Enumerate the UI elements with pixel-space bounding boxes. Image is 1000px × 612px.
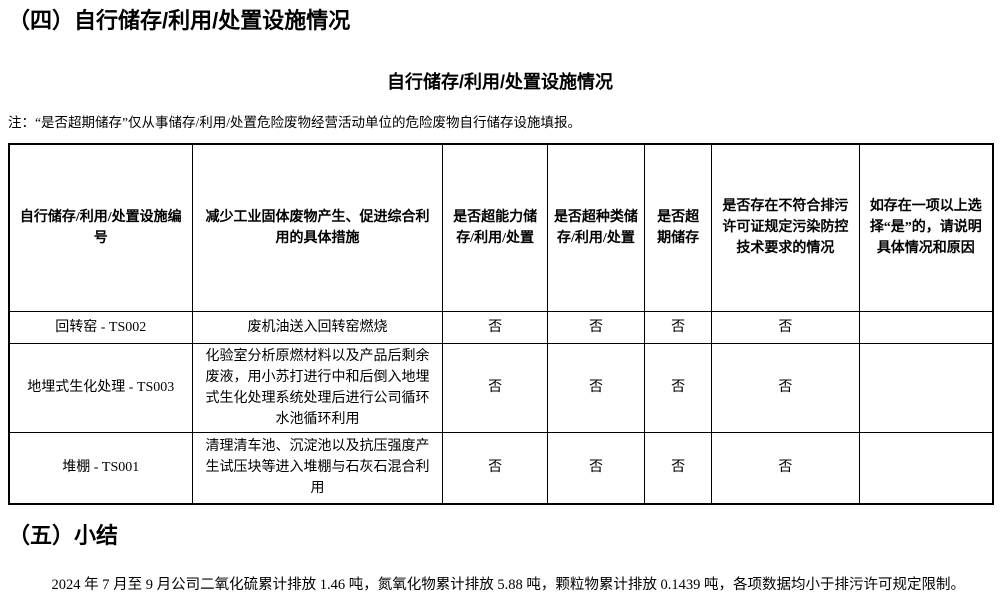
table-cell: 回转窑 - TS002 [8, 310, 193, 344]
section-4-heading: （四）自行储存/利用/处置设施情况 [8, 8, 351, 33]
section-5-heading: （五）小结 [8, 523, 119, 548]
table-cell: 否 [644, 310, 713, 344]
table-cell: 堆棚 - TS001 [8, 431, 193, 505]
table-row: 堆棚 - TS001 清理清车池、沉淀池以及抗压强度产生试压块等进入堆棚与石灰石混… [8, 431, 994, 505]
table-row: 地埋式生化处理 - TS003 化验室分析原燃材料以及产品后剩余废液，用小苏打进行… [8, 342, 994, 433]
col-header-overdue-storage: 是否超期储存 [644, 143, 713, 312]
summary-paragraph: 2024 年 7 月至 9 月公司二氧化硫累计排放 1.46 吨，氮氧化物累计排… [51, 577, 966, 593]
table-cell [858, 310, 994, 344]
table-cell: 否 [711, 310, 860, 344]
col-header-explanation: 如存在一项以上选择“是”的，请说明具体情况和原因 [858, 143, 994, 312]
facility-table-header: 自行储存/利用/处置设施编号 减少工业固体废物产生、促进综合利用的具体措施 是否… [8, 143, 994, 312]
table-cell: 否 [546, 342, 646, 433]
table-title: 自行储存/利用/处置设施情况 [386, 72, 613, 92]
table-cell: 化验室分析原燃材料以及产品后剩余废液，用小苏打进行中和后倒入地埋式生化处理系统处… [191, 342, 444, 433]
table-cell: 否 [442, 310, 548, 344]
table-cell: 否 [442, 342, 548, 433]
table-cell: 清理清车池、沉淀池以及抗压强度产生试压块等进入堆棚与石灰石混合利用 [191, 431, 444, 505]
col-header-over-capacity: 是否超能力储存/利用/处置 [442, 143, 548, 312]
table-note: 注：“是否超期储存”仅从事储存/利用/处置危险废物经营活动单位的危险废物自行储存… [8, 115, 581, 130]
table-cell [858, 342, 994, 433]
table-cell: 否 [644, 342, 713, 433]
table-cell [858, 431, 994, 505]
col-header-facility-id: 自行储存/利用/处置设施编号 [8, 143, 193, 312]
table-cell: 否 [644, 431, 713, 505]
table-cell: 否 [711, 342, 860, 433]
table-cell: 否 [442, 431, 548, 505]
table-cell: 否 [546, 310, 646, 344]
table-row: 回转窑 - TS002 废机油送入回转窑燃烧否否否否 [8, 310, 994, 344]
header-row: 自行储存/利用/处置设施编号 减少工业固体废物产生、促进综合利用的具体措施 是否… [8, 143, 994, 312]
col-header-measures: 减少工业固体废物产生、促进综合利用的具体措施 [191, 143, 444, 312]
table-cell: 否 [546, 431, 646, 505]
table-cell: 地埋式生化处理 - TS003 [8, 342, 193, 433]
col-header-over-type: 是否超种类储存/利用/处置 [546, 143, 646, 312]
facility-table: 自行储存/利用/处置设施编号 减少工业固体废物产生、促进综合利用的具体措施 是否… [8, 143, 994, 505]
col-header-noncompliance: 是否存在不符合排污许可证规定污染防控技术要求的情况 [711, 143, 860, 312]
facility-table-body: 回转窑 - TS002 废机油送入回转窑燃烧否否否否地埋式生化处理 - TS003… [8, 310, 994, 505]
table-cell: 废机油送入回转窑燃烧 [191, 310, 444, 344]
table-cell: 否 [711, 431, 860, 505]
